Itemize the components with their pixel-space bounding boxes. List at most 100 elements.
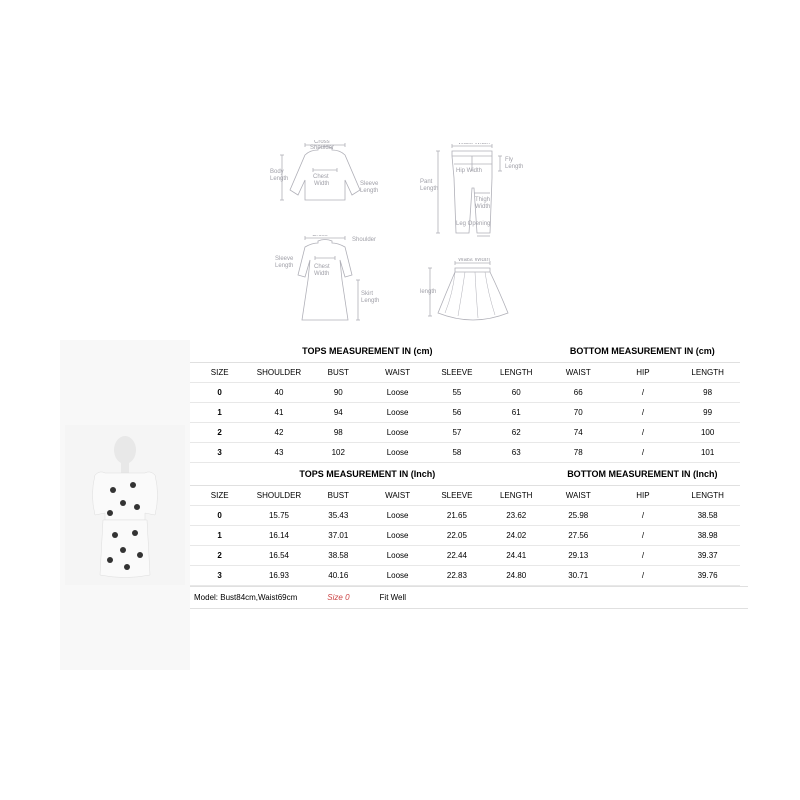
svg-text:Length: Length (360, 188, 378, 194)
b-length-cell: 99 (675, 403, 740, 422)
size-cell: 1 (190, 526, 249, 545)
waist-cell: Loose (368, 443, 427, 462)
svg-text:Length: Length (270, 176, 288, 182)
b-length-cell: 101 (675, 443, 740, 462)
size-cell: 2 (190, 546, 249, 565)
bottom-cm-header: BOTTOM MEASUREMENT IN (cm) (545, 340, 740, 362)
sleeve-cell: 57 (427, 423, 486, 442)
b-waist-cell: 27.56 (546, 526, 611, 545)
table-row: 0 40 90 Loose 55 60 66 / 98 (190, 383, 740, 403)
col-sleeve: SLEEVE (427, 363, 486, 382)
b-hip-cell: / (611, 506, 676, 525)
bust-cell: 37.01 (309, 526, 368, 545)
label-leg-opening: Leg Opening (456, 221, 490, 227)
dress-diagram: Cross Shoulder Sleeve Length Chest Width… (270, 235, 380, 330)
svg-text:Width: Width (314, 181, 329, 187)
length-cell: 61 (487, 403, 546, 422)
length-cell: 23.62 (487, 506, 546, 525)
col-waist: WAIST (368, 363, 427, 382)
svg-text:Cross: Cross (312, 235, 328, 238)
b-waist-cell: 25.98 (546, 506, 611, 525)
b-length-cell: 38.98 (675, 526, 740, 545)
size-cell: 0 (190, 383, 249, 402)
b-length-cell: 39.76 (675, 566, 740, 585)
col-bust: BUST (309, 363, 368, 382)
fit-text: Fit Well (380, 593, 407, 602)
svg-text:Chest: Chest (314, 264, 330, 270)
shoulder-cell: 42 (249, 423, 308, 442)
length-cell: 62 (487, 423, 546, 442)
b-length-cell: 98 (675, 383, 740, 402)
label-sleeve-length-dress: Sleeve (275, 256, 294, 262)
b-waist-cell: 70 (546, 403, 611, 422)
svg-text:Length: Length (361, 298, 379, 304)
label-body-length: Body (270, 169, 284, 175)
table-row: 3 43 102 Loose 58 63 78 / 101 (190, 443, 740, 463)
table-row: 1 16.14 37.01 Loose 22.05 24.02 27.56 / … (190, 526, 740, 546)
shoulder-cell: 43 (249, 443, 308, 462)
col-b-length: LENGTH (675, 363, 740, 382)
size-cell: 0 (190, 506, 249, 525)
sleeve-cell: 22.83 (427, 566, 486, 585)
product-image (60, 340, 190, 670)
model-info: Model: Bust84cm,Waist69cm (194, 593, 297, 602)
label-skirt-length: Skirt (361, 291, 373, 297)
waist-cell: Loose (368, 403, 427, 422)
sleeve-cell: 21.65 (427, 506, 486, 525)
length-cell: 63 (487, 443, 546, 462)
shoulder-cell: 15.75 (249, 506, 308, 525)
top-diagram: Cross Shoulder Body Length Chest Width S… (270, 140, 380, 220)
col-b-waist: WAIST (546, 363, 611, 382)
label-chest-width: Chest (313, 174, 329, 180)
length-cell: 24.41 (487, 546, 546, 565)
waist-cell: Loose (368, 506, 427, 525)
waist-cell: Loose (368, 566, 427, 585)
diagram-section: Cross Shoulder Body Length Chest Width S… (60, 130, 740, 340)
b-length-cell: 39.37 (675, 546, 740, 565)
length-cell: 24.80 (487, 566, 546, 585)
footer-row: Model: Bust84cm,Waist69cm Size 0 Fit Wel… (190, 586, 748, 609)
bottom-inch-header: BOTTOM MEASUREMENT IN (Inch) (545, 463, 740, 485)
label-waist-width: Waist Width (458, 143, 490, 146)
label-sleeve-length: Sleeve (360, 181, 379, 187)
label-fly-length: Fly (505, 157, 513, 163)
b-hip-cell: / (611, 403, 676, 422)
size-highlight: Size 0 (327, 593, 349, 602)
size-cell: 3 (190, 566, 249, 585)
table-row: 2 16.54 38.58 Loose 22.44 24.41 29.13 / … (190, 546, 740, 566)
b-hip-cell: / (611, 566, 676, 585)
table-row: 3 16.93 40.16 Loose 22.83 24.80 30.71 / … (190, 566, 740, 586)
label-thigh-width: Thigh (475, 197, 490, 203)
b-waist-cell: 74 (546, 423, 611, 442)
label-pant-length: Pant (420, 179, 433, 185)
content-section: TOPS MEASUREMENT IN (cm) BOTTOM MEASUREM… (60, 340, 740, 670)
label-hip-width: Hip Width (456, 168, 482, 174)
table-row: 2 42 98 Loose 57 62 74 / 100 (190, 423, 740, 443)
shoulder-cell: 16.54 (249, 546, 308, 565)
b-waist-cell: 78 (546, 443, 611, 462)
label-length: length (420, 289, 436, 295)
b-length-cell: 100 (675, 423, 740, 442)
size-cell: 3 (190, 443, 249, 462)
shoulder-cell: 16.14 (249, 526, 308, 545)
svg-text:Length: Length (275, 263, 293, 269)
bust-cell: 40.16 (309, 566, 368, 585)
bust-cell: 102 (309, 443, 368, 462)
waist-cell: Loose (368, 383, 427, 402)
b-hip-cell: / (611, 443, 676, 462)
svg-text:Waist Width: Waist Width (458, 258, 490, 263)
bust-cell: 35.43 (309, 506, 368, 525)
tops-inch-header: TOPS MEASUREMENT IN (Inch) (190, 463, 545, 485)
sleeve-cell: 22.44 (427, 546, 486, 565)
b-length-cell: 38.58 (675, 506, 740, 525)
sleeve-cell: 56 (427, 403, 486, 422)
waist-cell: Loose (368, 423, 427, 442)
waist-cell: Loose (368, 526, 427, 545)
shoulder-cell: 40 (249, 383, 308, 402)
bust-cell: 38.58 (309, 546, 368, 565)
svg-text:Length: Length (420, 186, 438, 192)
col-length: LENGTH (487, 363, 546, 382)
col-b-hip: HIP (611, 363, 676, 382)
waist-cell: Loose (368, 546, 427, 565)
col-shoulder: SHOULDER (249, 363, 308, 382)
